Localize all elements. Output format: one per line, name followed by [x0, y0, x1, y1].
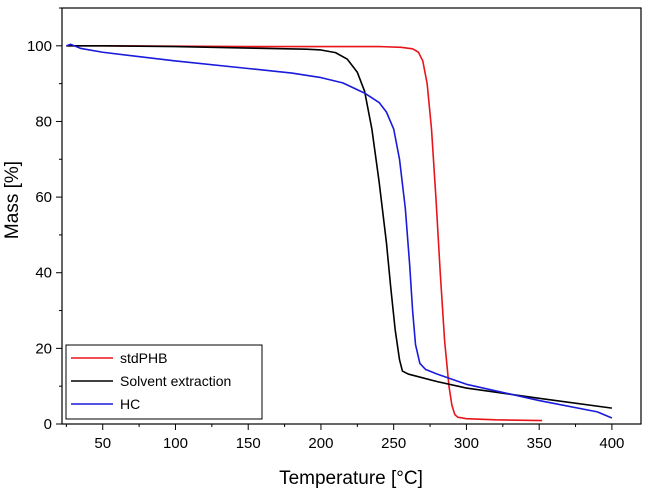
- x-tick-label: 150: [236, 435, 261, 452]
- series-line-stdphb: [66, 45, 543, 422]
- x-tick-label: 400: [599, 435, 624, 452]
- series-group: [66, 43, 613, 422]
- x-axis-title: Temperature [°C]: [279, 468, 423, 489]
- legend-label-solvent-extraction: Solvent extraction: [120, 373, 231, 389]
- series-line-hc: [66, 43, 613, 419]
- x-tick-label: 200: [308, 435, 333, 452]
- y-tick-label: 40: [35, 265, 52, 282]
- y-tick-label: 60: [35, 189, 52, 206]
- legend-label-hc: HC: [120, 396, 140, 412]
- series-line-solvent-extraction: [66, 45, 613, 409]
- axis-ticks: 50 100 150 200 250 300 350 400 0 20 40 60 80 100: [27, 7, 624, 452]
- y-tick-label: 20: [35, 340, 52, 357]
- x-tick-label: 50: [94, 435, 111, 452]
- x-tick-label: 300: [454, 435, 479, 452]
- y-tick-label: 80: [35, 113, 52, 130]
- legend-label-stdphb: stdPHB: [120, 350, 167, 366]
- y-tick-label: 0: [44, 416, 52, 433]
- x-tick-label: 100: [163, 435, 188, 452]
- x-tick-label: 350: [527, 435, 552, 452]
- legend: stdPHB Solvent extraction HC: [65, 344, 263, 420]
- y-tick-label: 100: [27, 38, 52, 55]
- x-tick-label: 250: [381, 435, 406, 452]
- y-axis-title: Mass [%]: [2, 161, 23, 239]
